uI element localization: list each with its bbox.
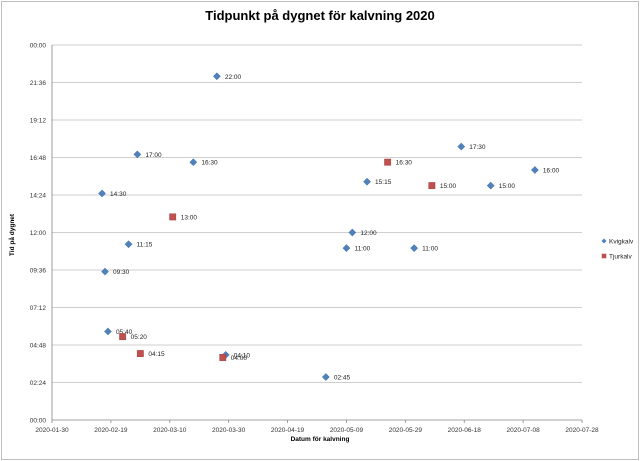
y-axis-title: Tid på dygnet bbox=[8, 213, 16, 256]
x-tick-label: 2020-05-29 bbox=[389, 427, 423, 434]
data-points: 14:30 09:30 05:40 11:15 17:00 16:30 22:00 04:10… bbox=[98, 72, 560, 382]
data-point-kvigkalv bbox=[213, 72, 221, 81]
data-point-kvigkalv bbox=[133, 150, 142, 159]
data-label: 11:00 bbox=[354, 246, 370, 253]
data-point-tjurkalv bbox=[136, 350, 144, 357]
y-tick-label: 00:00 bbox=[30, 43, 47, 50]
data-label: 14:30 bbox=[110, 191, 127, 198]
data-point-tjurkalv bbox=[428, 182, 436, 190]
data-point-kvigkalv bbox=[124, 240, 133, 249]
chart-title: Tidpunkt på dygnet för kalvning 2020 bbox=[205, 8, 434, 23]
legend-marker bbox=[601, 238, 607, 244]
data-label: 15:00 bbox=[499, 183, 516, 190]
x-tick-label: 2020-02-19 bbox=[94, 427, 128, 434]
data-label: 04:15 bbox=[148, 351, 165, 358]
data-label: 16:00 bbox=[543, 168, 560, 175]
data-point-kvigkalv bbox=[104, 327, 112, 336]
y-tick-label: 00:00 bbox=[30, 418, 47, 425]
data-point-kvigkalv bbox=[457, 142, 466, 151]
data-label: 15:00 bbox=[440, 183, 457, 190]
y-tick-label: 02:24 bbox=[30, 380, 47, 387]
data-point-kvigkalv bbox=[321, 373, 330, 381]
gridlines bbox=[51, 44, 583, 423]
x-tick-label: 2020-05-09 bbox=[330, 427, 364, 434]
data-point-tjurkalv bbox=[169, 213, 177, 221]
data-point-kvigkalv bbox=[363, 177, 371, 186]
data-label: 17:30 bbox=[469, 144, 486, 151]
data-label: 09:30 bbox=[113, 269, 130, 276]
x-tick-label: 2020-04-19 bbox=[271, 427, 305, 434]
x-tick-label: 2020-03-10 bbox=[153, 427, 187, 434]
x-tick-label: 2020-07-28 bbox=[565, 427, 599, 434]
data-label: 11:00 bbox=[422, 246, 438, 253]
data-label: 12:00 bbox=[360, 230, 377, 237]
data-label: 11:15 bbox=[137, 242, 153, 249]
data-point-tjurkalv bbox=[219, 354, 227, 361]
data-label: 05:40 bbox=[116, 329, 133, 336]
data-point-kvigkalv bbox=[348, 228, 357, 237]
y-tick-label: 21:36 bbox=[30, 80, 47, 87]
data-point-kvigkalv bbox=[531, 166, 539, 174]
x-tick-label: 2020-06-18 bbox=[448, 427, 482, 434]
x-tick-label: 2020-01-30 bbox=[35, 427, 69, 434]
y-tick-label: 16:48 bbox=[30, 155, 47, 162]
data-point-tjurkalv bbox=[384, 158, 392, 166]
data-label: 16:30 bbox=[396, 160, 413, 167]
data-label: 15:15 bbox=[375, 179, 392, 186]
y-tick-label: 09:36 bbox=[30, 268, 47, 275]
data-point-kvigkalv bbox=[98, 189, 106, 198]
legend: Kvigkalv Tjurkalv bbox=[601, 238, 634, 260]
x-tick-label: 2020-03-30 bbox=[212, 427, 246, 434]
legend-marker bbox=[601, 253, 607, 259]
data-label: 05:20 bbox=[131, 334, 148, 341]
x-tick-label: 2020-07-08 bbox=[506, 427, 540, 434]
data-label: 13:00 bbox=[181, 214, 198, 221]
data-label: 04:10 bbox=[234, 352, 251, 359]
data-point-kvigkalv bbox=[410, 244, 419, 253]
y-tick-label: 12:00 bbox=[30, 230, 47, 237]
data-point-kvigkalv bbox=[342, 244, 351, 253]
data-point-tjurkalv bbox=[119, 333, 127, 341]
data-label: 16:30 bbox=[201, 160, 218, 167]
x-axis-title: Datum för kalvning bbox=[291, 436, 350, 443]
y-tick-label: 14:24 bbox=[30, 193, 47, 200]
data-point-kvigkalv bbox=[486, 181, 495, 190]
y-tick-label: 07:12 bbox=[30, 305, 47, 312]
data-label: 17:00 bbox=[145, 152, 162, 159]
data-label: 04:00 bbox=[231, 355, 248, 362]
data-point-kvigkalv bbox=[189, 158, 198, 167]
y-tick-label: 04:48 bbox=[30, 343, 47, 350]
data-label: 22:00 bbox=[225, 74, 242, 81]
y-tick-label: 19:12 bbox=[30, 118, 47, 125]
data-label: 02:45 bbox=[334, 375, 351, 382]
tick-labels: 00:00 02:24 04:48 07:12 09:36 12:00 14:24 16:48… bbox=[30, 43, 599, 435]
legend-label: Tjurkalv bbox=[609, 253, 633, 260]
legend-label: Kvigkalv bbox=[609, 238, 634, 245]
data-point-kvigkalv bbox=[101, 267, 109, 276]
